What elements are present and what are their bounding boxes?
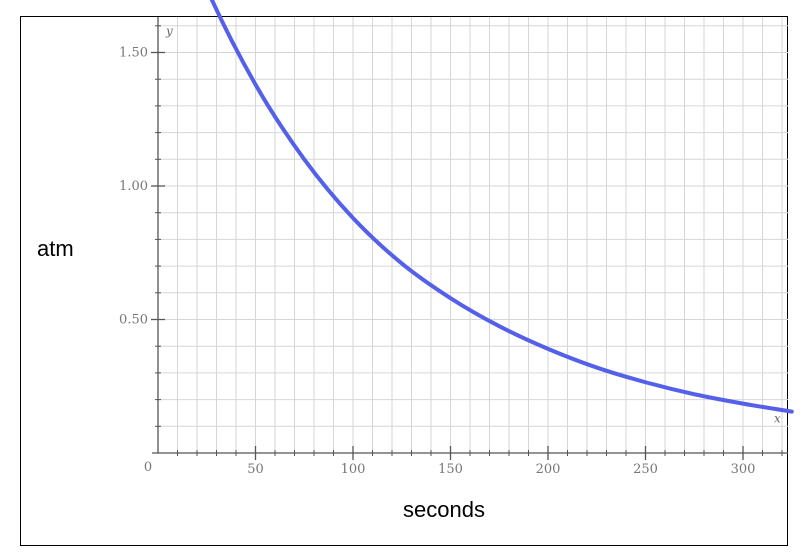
series-line-pressure [209, 0, 794, 414]
x-tick-label: 300 [731, 462, 756, 477]
y-axis-letter: y [165, 24, 173, 38]
x-tick-label: 250 [633, 462, 658, 477]
x-axis-letter: x [774, 411, 781, 425]
chart-frame [20, 16, 788, 546]
y-tick-label: 1.00 [119, 179, 148, 194]
y-tick-label: 0.50 [119, 313, 148, 328]
x-tick-label: 0 [144, 460, 152, 475]
y-axis-label: atm [37, 236, 74, 261]
y-tick-label: 1.50 [119, 46, 148, 61]
x-axis-label: seconds [403, 497, 485, 522]
x-tick-label: 150 [438, 462, 463, 477]
x-tick-label: 200 [536, 462, 561, 477]
x-tick-label: 100 [341, 462, 366, 477]
x-tick-label: 50 [247, 462, 264, 477]
